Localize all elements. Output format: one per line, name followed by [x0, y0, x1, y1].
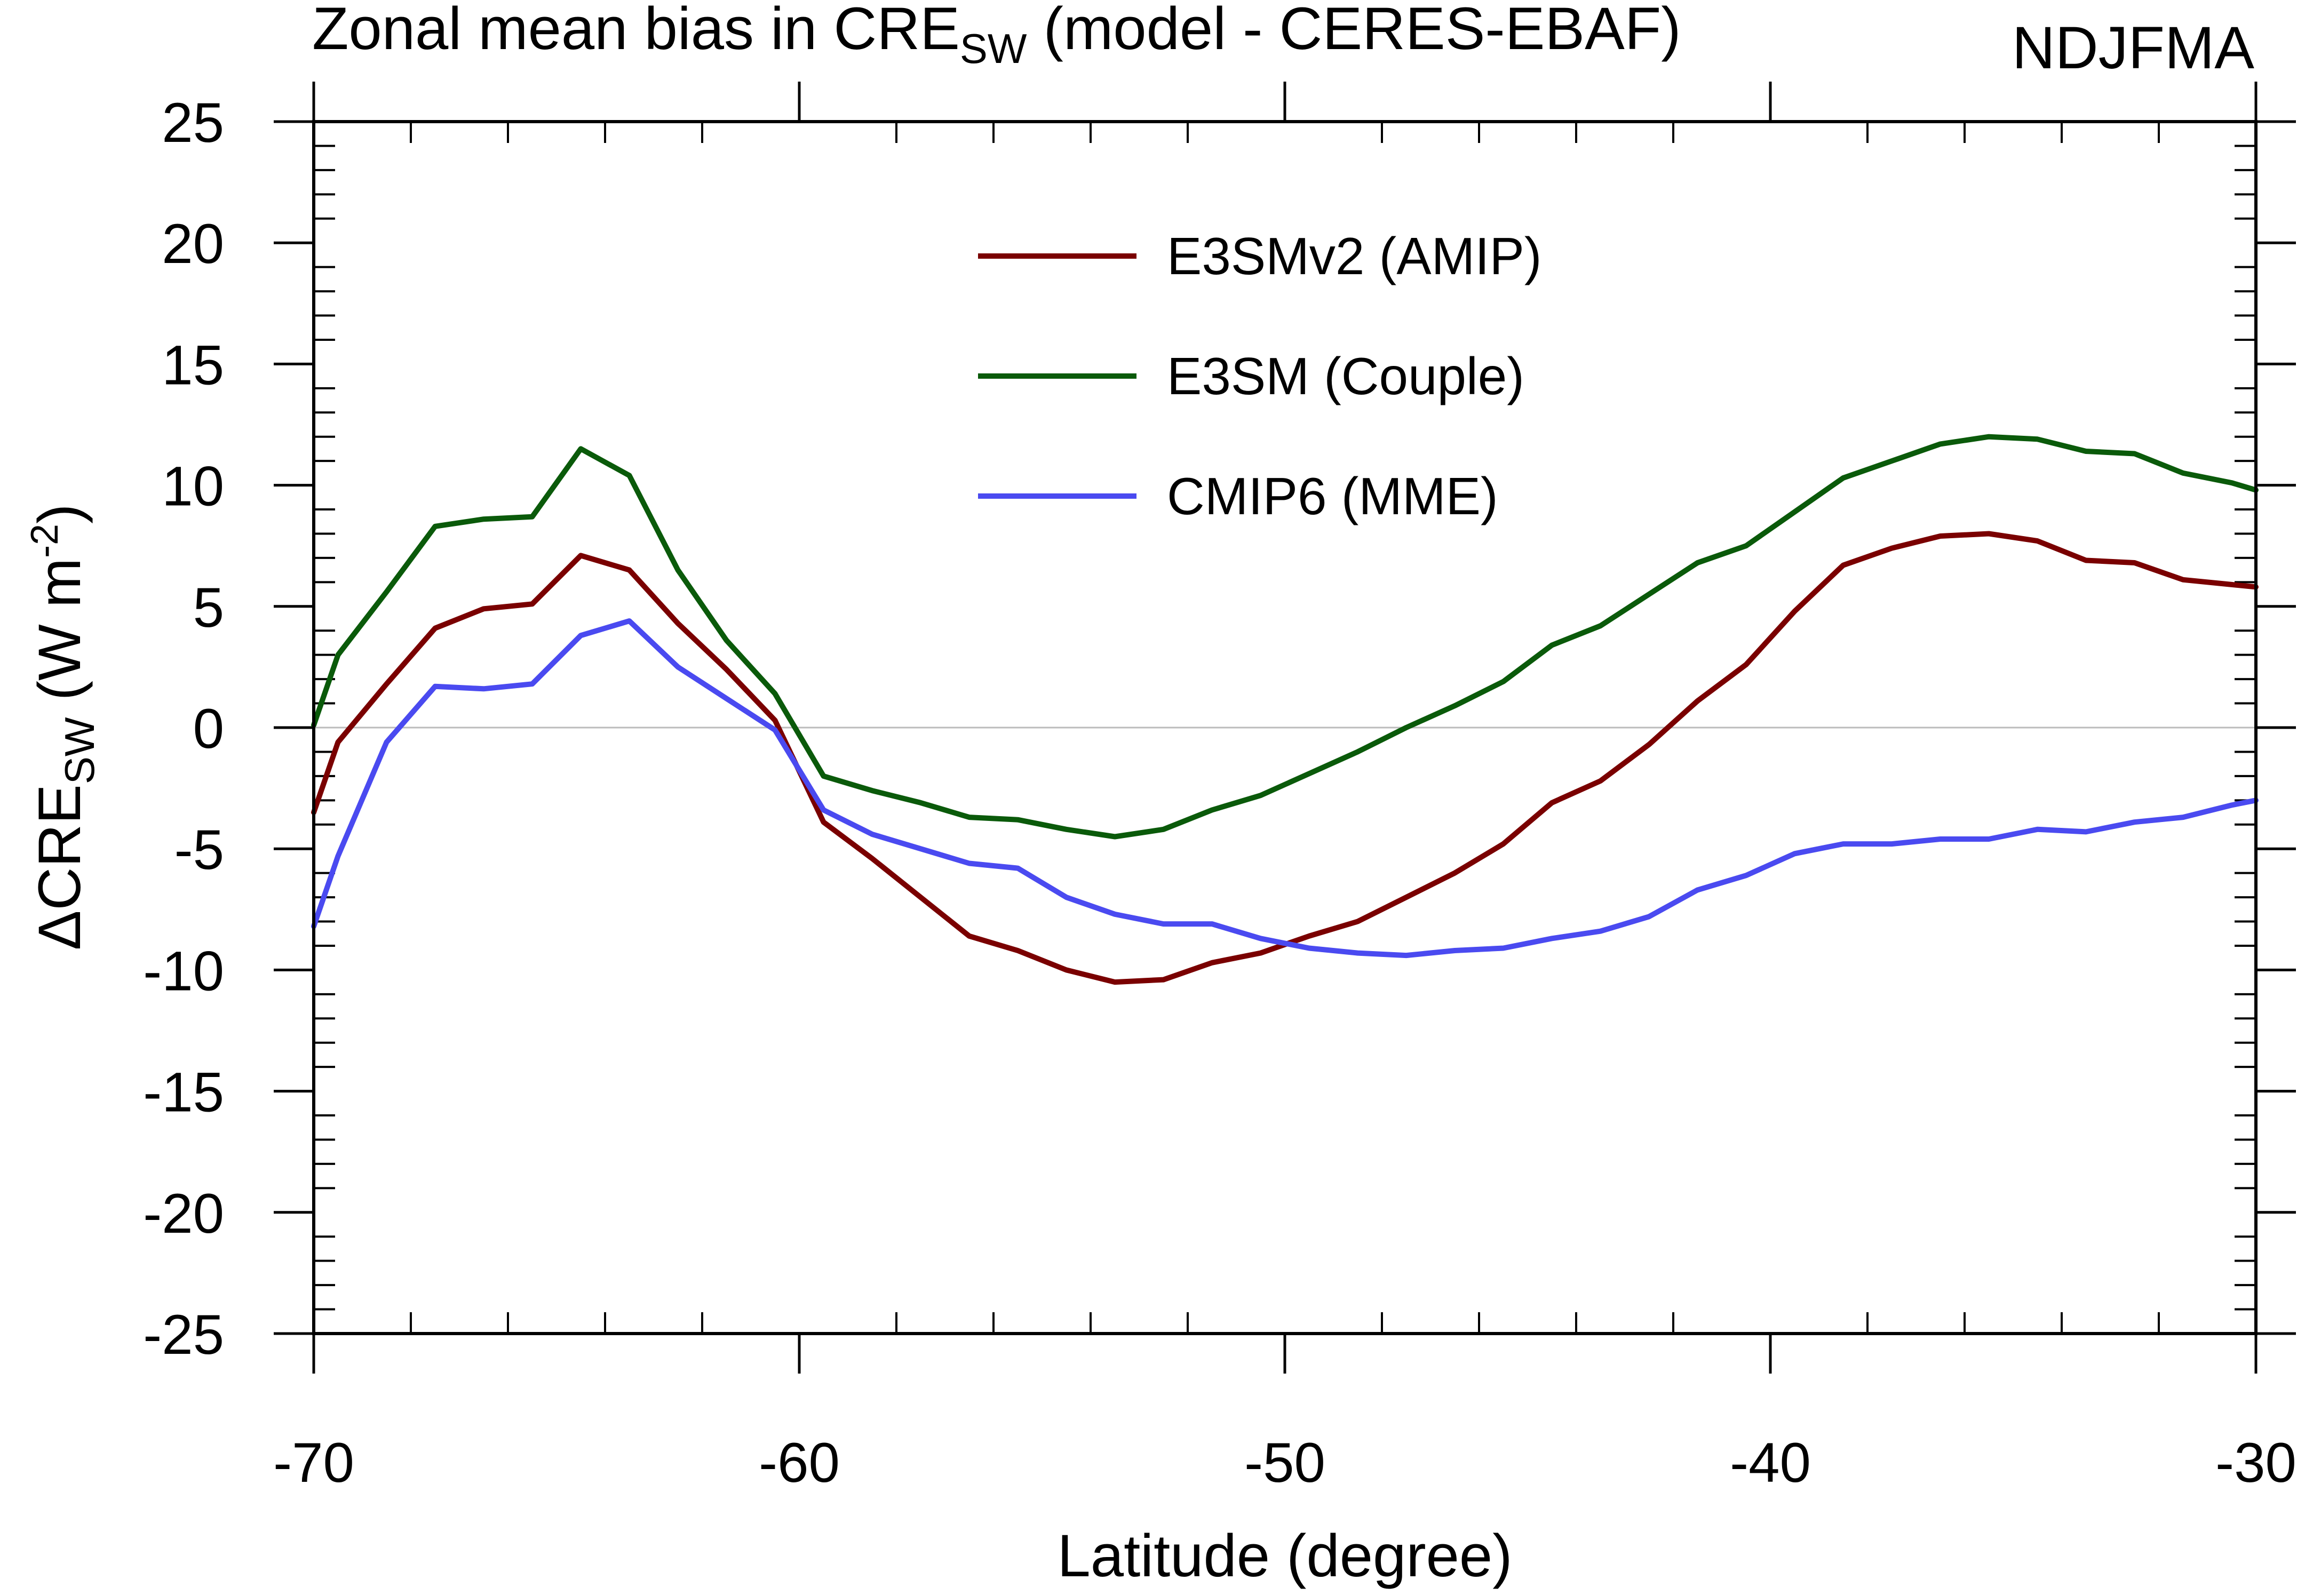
x-tick-label: -50 — [1244, 1432, 1325, 1494]
y-tick-label: -5 — [174, 819, 224, 881]
y-tick-label: 25 — [162, 92, 224, 154]
legend: E3SMv2 (AMIP) E3SM (Couple) CMIP6 (MME) — [978, 227, 1541, 525]
y-axis-title: ΔCRESW (W m-2) — [23, 504, 103, 951]
x-tick-label: -30 — [2215, 1432, 2296, 1494]
x-tick-label: -70 — [273, 1432, 354, 1494]
y-tick-label: -10 — [143, 940, 224, 1002]
y-tick-label: 5 — [193, 577, 224, 639]
y-tick-label: -25 — [143, 1304, 224, 1366]
legend-label: E3SM (Couple) — [1167, 347, 1524, 405]
plot-frame — [312, 120, 2258, 1335]
x-tick-label: -60 — [759, 1432, 840, 1494]
series-line-2 — [311, 618, 2259, 959]
y-tick-label: 15 — [162, 334, 224, 396]
x-axis-title: Latitude (degree) — [1057, 1522, 1512, 1589]
x-tick-label: -40 — [1730, 1432, 1811, 1494]
series-line-1 — [311, 434, 2259, 840]
legend-label: CMIP6 (MME) — [1167, 467, 1498, 525]
y-tick-label: -15 — [143, 1062, 224, 1124]
season-label: NDJFMA — [2012, 14, 2254, 81]
chart-title: Zonal mean bias in CRESW (model - CERES-… — [312, 0, 1681, 72]
legend-label: E3SMv2 (AMIP) — [1167, 227, 1541, 285]
y-tick-label: 0 — [193, 698, 224, 760]
series-line-0 — [311, 531, 2259, 985]
y-tick-label: 10 — [162, 456, 224, 518]
y-tick-label: 20 — [162, 213, 224, 275]
y-tick-label: -20 — [143, 1183, 224, 1245]
